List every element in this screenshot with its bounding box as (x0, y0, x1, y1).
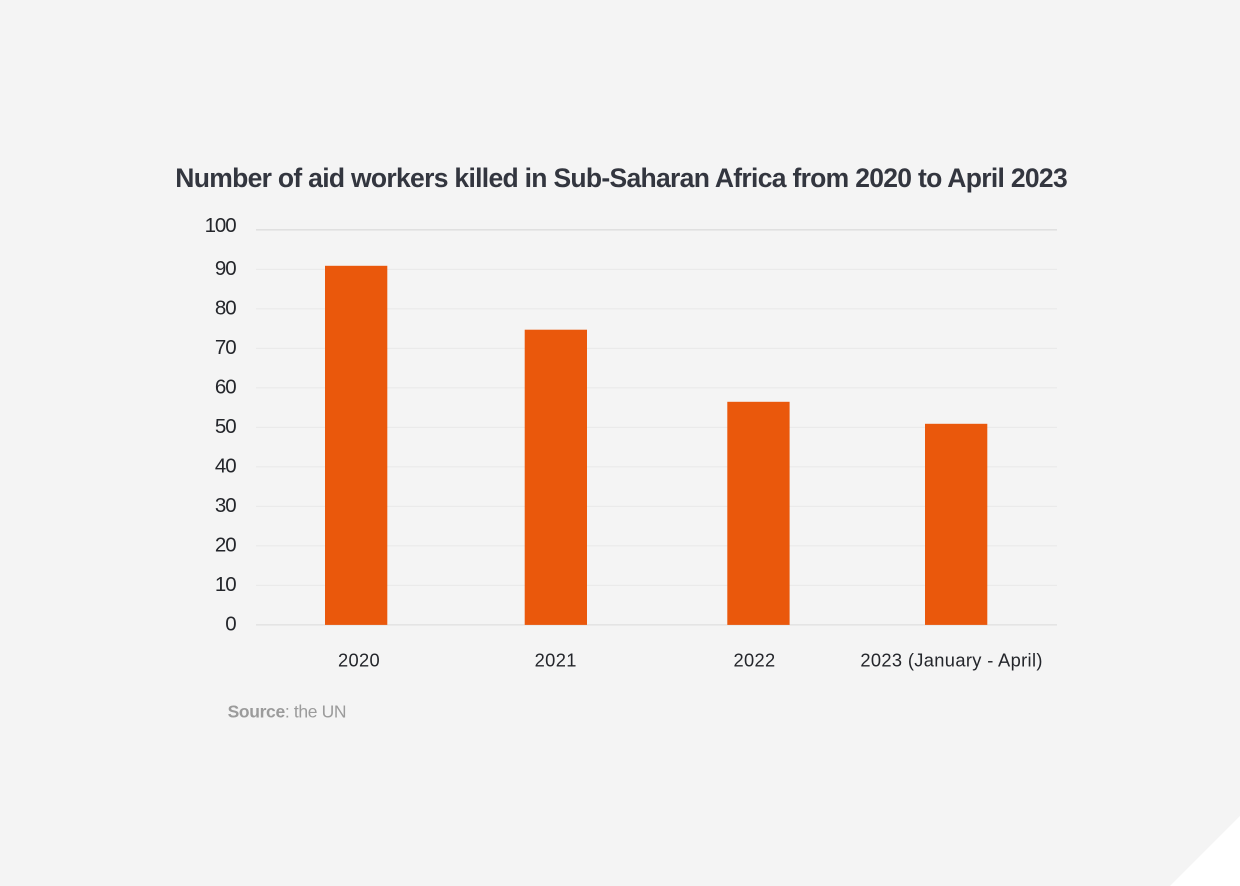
svg-text:30: 30 (215, 494, 236, 517)
svg-text:Number of aid workers killed i: Number of aid workers killed in Sub-Saha… (175, 163, 1067, 193)
svg-text:2021: 2021 (535, 650, 577, 671)
svg-text:0: 0 (225, 613, 236, 636)
svg-text:80: 80 (215, 296, 236, 319)
svg-text:60: 60 (215, 375, 236, 398)
svg-text:90: 90 (215, 257, 236, 280)
svg-text:Source: the UN: Source: the UN (228, 702, 347, 722)
svg-text:100: 100 (205, 214, 237, 237)
svg-text:2022: 2022 (733, 650, 775, 671)
svg-text:20: 20 (215, 533, 236, 556)
svg-text:70: 70 (215, 336, 236, 359)
svg-text:2023 (January - April): 2023 (January - April) (860, 650, 1042, 671)
svg-text:10: 10 (215, 573, 236, 596)
svg-text:50: 50 (215, 415, 236, 438)
svg-text:2020: 2020 (338, 650, 380, 671)
svg-text:40: 40 (215, 454, 236, 477)
